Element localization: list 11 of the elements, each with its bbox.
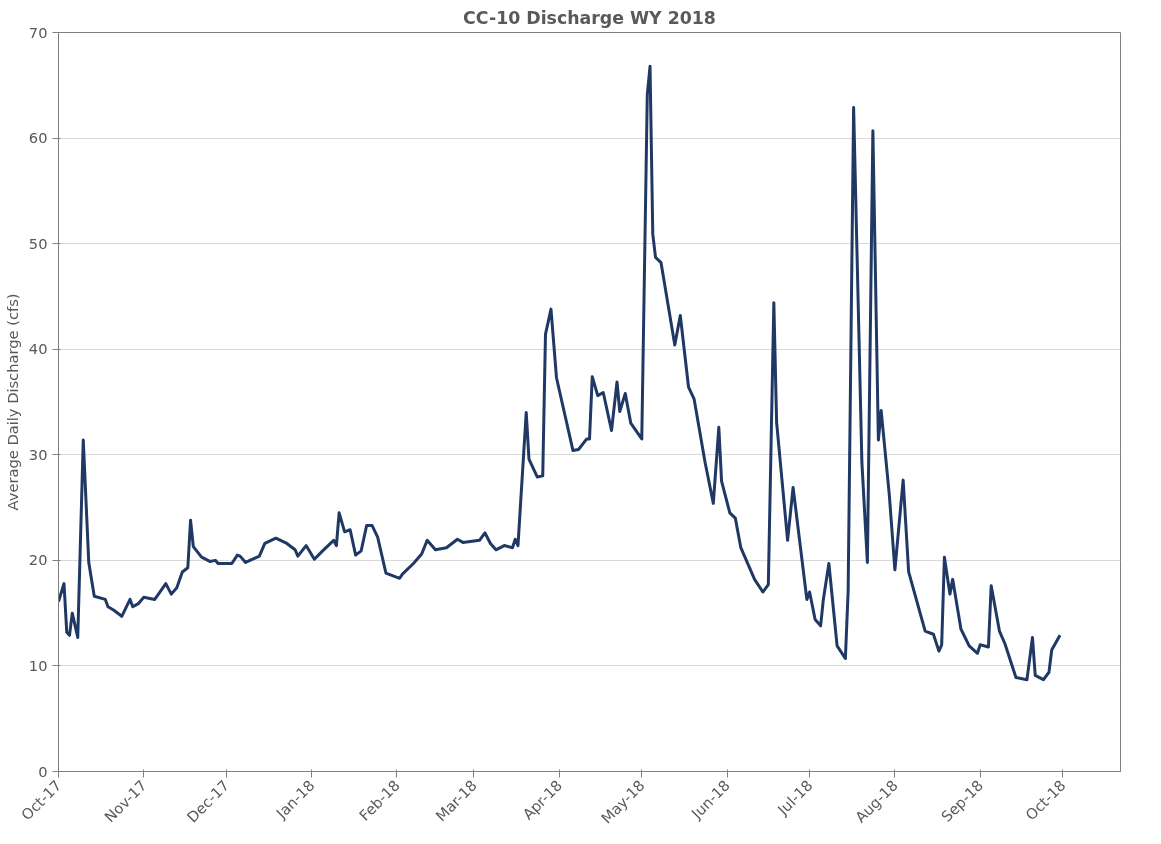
y-tick-label: 10 [28,656,48,674]
chart-title: CC-10 Discharge WY 2018 [463,7,716,28]
y-axis-title: Average Daily Discharge (cfs) [3,293,21,511]
y-tick-label: 50 [28,234,48,252]
y-tick-label: 20 [28,551,48,569]
y-tick-label: 30 [28,445,48,463]
y-tick-label: 60 [28,129,48,147]
y-tick-label: 0 [38,762,48,780]
line-series [58,64,1062,682]
y-tick-label: 40 [28,340,48,358]
y-tick-label: 70 [28,23,48,41]
